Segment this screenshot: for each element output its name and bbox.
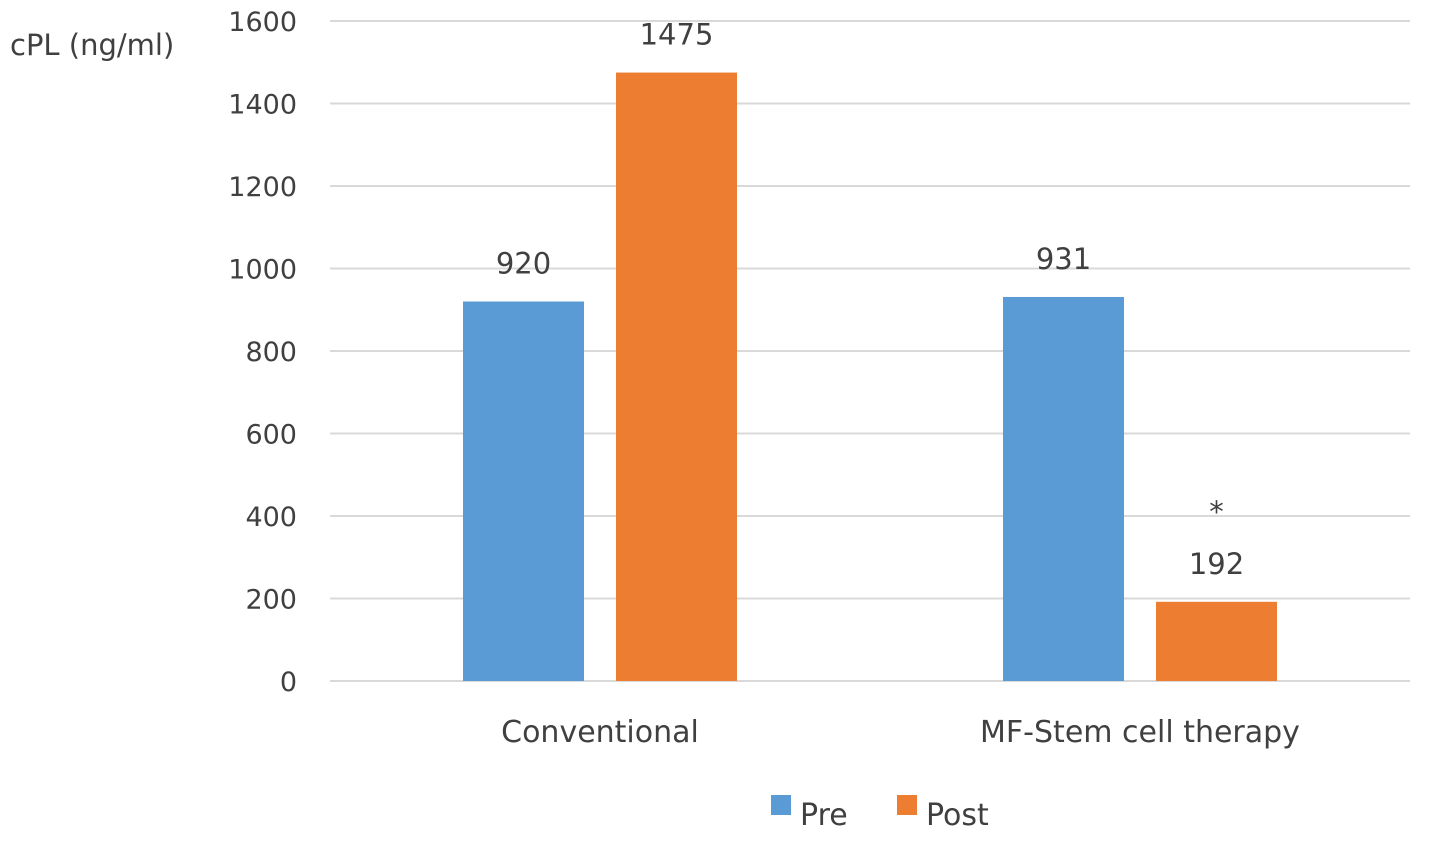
legend-label-pre: Pre: [800, 798, 848, 833]
data-label: 192: [1189, 547, 1244, 581]
y-tick-label: 200: [245, 585, 297, 616]
y-tick-label: 600: [245, 420, 297, 451]
x-category-label: Conventional: [501, 715, 699, 750]
data-label: 931: [1036, 242, 1091, 276]
bar-pre-1: [1003, 296, 1124, 681]
y-tick-label: 1000: [228, 255, 297, 286]
value-labels: 920 1475 931 192 *: [496, 18, 1244, 581]
data-label: 920: [496, 247, 551, 281]
bar-pre-0: [463, 301, 584, 681]
bar-post-1: [1156, 601, 1277, 681]
legend-label-post: Post: [926, 798, 989, 833]
legend-swatch-pre: [771, 795, 791, 815]
y-tick-label: 0: [280, 667, 297, 698]
category-labels: Conventional MF-Stem cell therapy: [501, 715, 1300, 750]
y-tick-label: 800: [245, 337, 297, 368]
y-axis-ticks: 0 200 400 600 800 1000 1200 1400 1600: [228, 7, 297, 698]
y-tick-label: 1200: [228, 172, 297, 203]
y-tick-label: 1400: [228, 90, 297, 121]
bar-post-0: [616, 72, 737, 681]
legend-swatch-post: [897, 795, 917, 815]
y-tick-label: 1600: [228, 7, 297, 38]
y-tick-label: 400: [245, 502, 297, 533]
y-axis-label: cPL (ng/ml): [10, 28, 174, 62]
data-label: 1475: [640, 18, 714, 52]
bars: [463, 72, 1277, 681]
x-category-label: MF-Stem cell therapy: [980, 715, 1300, 750]
legend: Pre Post: [771, 795, 989, 833]
significance-marker: *: [1209, 495, 1224, 529]
